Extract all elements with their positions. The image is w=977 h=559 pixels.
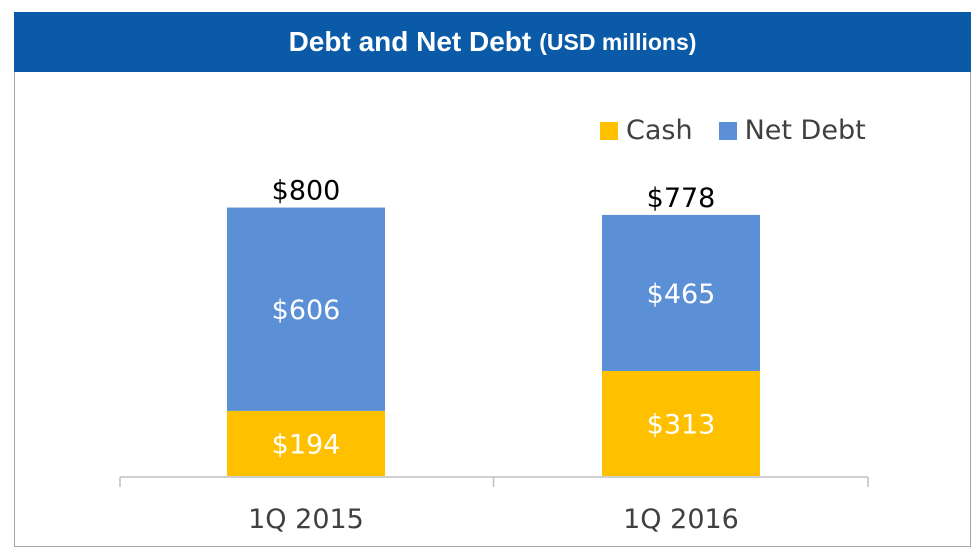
legend-label-net-debt: Net Debt xyxy=(744,115,866,146)
data-label-cash: $313 xyxy=(647,409,716,440)
data-label-cash: $194 xyxy=(272,429,341,460)
chart-legend: Cash Net Debt xyxy=(600,115,892,146)
data-label-net-debt: $606 xyxy=(272,295,341,326)
chart-subtitle: (USD millions) xyxy=(539,28,697,55)
chart-title-bar: Debt and Net Debt (USD millions) xyxy=(14,12,971,72)
bar-segment-cash xyxy=(227,410,385,476)
legend-item-cash: Cash xyxy=(600,115,693,146)
chart-title: Debt and Net Debt xyxy=(288,26,532,57)
legend-label-cash: Cash xyxy=(626,115,693,146)
legend-swatch-cash xyxy=(600,121,618,140)
chart-frame xyxy=(14,12,971,547)
bar-segment-cash xyxy=(602,370,760,476)
legend-swatch-net-debt xyxy=(718,121,737,140)
total-label: $800 xyxy=(272,176,341,207)
bar-segment-net-debt xyxy=(602,214,760,371)
x-tick-label: 1Q 2016 xyxy=(623,504,739,535)
legend-item-net-debt: Net Debt xyxy=(718,115,866,146)
bar-segment-net-debt xyxy=(227,207,385,411)
data-label-net-debt: $465 xyxy=(647,279,716,310)
x-tick-label: 1Q 2015 xyxy=(248,504,364,535)
total-label: $778 xyxy=(647,183,716,214)
